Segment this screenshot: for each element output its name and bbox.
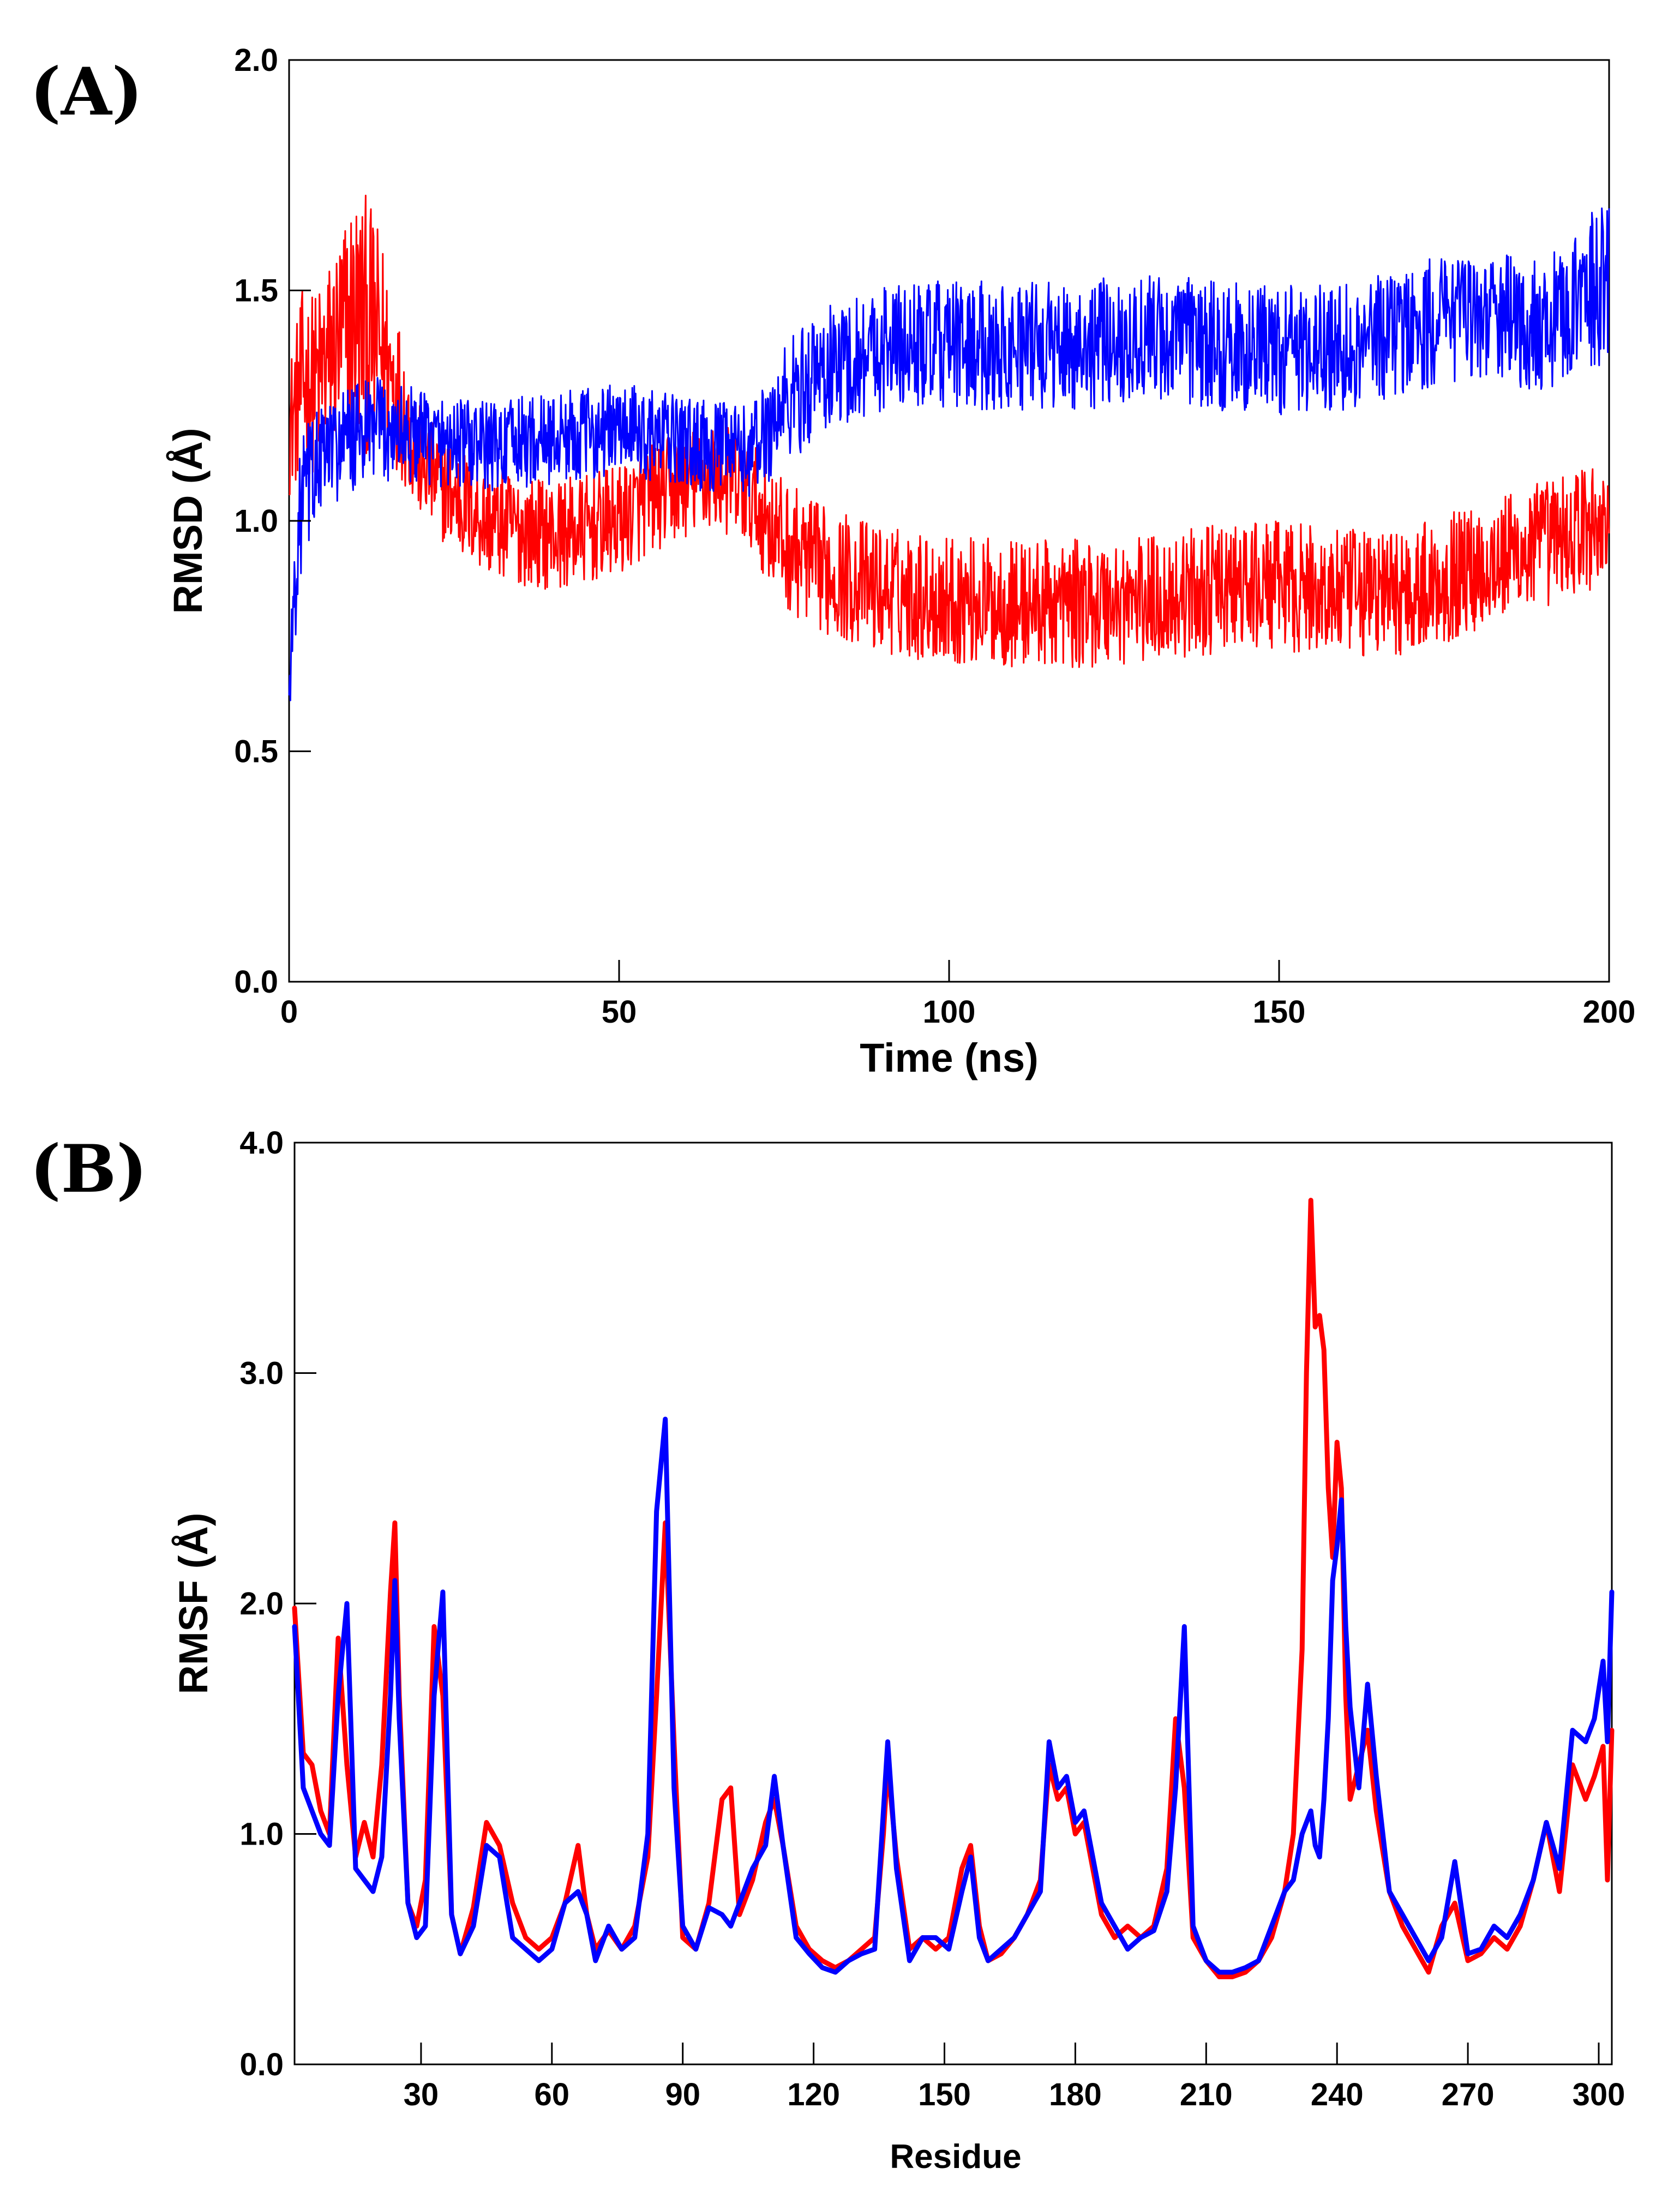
panel-a-y-tick-label: 0.0 — [234, 964, 278, 1000]
panel-a-x-tick-label: 0 — [280, 994, 298, 1030]
panel-a-ticks: 0 50 100 150 200 0.0 0.5 1.0 1.5 2.0 — [234, 43, 1635, 1030]
panel-b-x-tick-label: 210 — [1180, 2077, 1233, 2112]
panel-a-y-tick-label: 0.5 — [234, 734, 278, 770]
panel-b-y-tick-label: 2.0 — [239, 1586, 284, 1622]
panel-a-x-axis-title: Time (ns) — [860, 1035, 1039, 1080]
panel-a-x-tick-label: 200 — [1583, 994, 1636, 1030]
rmsf-series-blue — [292, 1416, 1615, 1975]
panel-a-y-axis-title: RMSD (Å) — [165, 428, 211, 614]
panel-b-x-tick-label: 120 — [787, 2077, 840, 2112]
panel-b-y-tick-label: 4.0 — [239, 1125, 284, 1161]
panel-a: (A) 0 50 100 150 200 0.0 0.5 1.0 1.5 2.0 Time (ns… — [30, 43, 1635, 1080]
rmsd-series-red — [288, 195, 1610, 668]
panel-b-x-axis-title: Residue — [890, 2138, 1021, 2176]
rmsf-series-red — [292, 1198, 1615, 1979]
panel-a-y-tick-label: 1.5 — [234, 273, 278, 309]
panel-b-label: (B) — [30, 1131, 147, 1208]
panel-b-y-tick-label: 0.0 — [239, 2047, 284, 2082]
panel-b-x-tick-label: 180 — [1049, 2077, 1102, 2112]
panel-b-y-tick-label: 1.0 — [239, 1817, 284, 1852]
panel-a-y-tick-label: 2.0 — [234, 43, 278, 78]
panel-b-y-tick-label: 3.0 — [239, 1356, 284, 1391]
panel-b-ticks: 30 60 90 120 150 180 210 240 270 300 0.0 1.0 2.0 3.0 4… — [239, 1125, 1625, 2112]
panel-a-x-tick-label: 150 — [1253, 994, 1306, 1030]
panel-a-label: (A) — [30, 53, 143, 130]
panel-b-x-tick-label: 30 — [404, 2077, 439, 2112]
panel-b-x-tick-label: 240 — [1311, 2077, 1364, 2112]
panel-b-x-tick-label: 300 — [1573, 2077, 1625, 2112]
rmsd-series-blue — [288, 207, 1610, 701]
panel-b-y-axis-title: RMSF (Å) — [171, 1513, 216, 1695]
panel-b-x-tick-label: 150 — [918, 2077, 971, 2112]
panel-b-x-tick-label: 60 — [535, 2077, 570, 2112]
panel-a-x-tick-label: 50 — [602, 994, 637, 1030]
panel-b-series — [292, 1198, 1615, 1979]
panel-a-y-tick-label: 1.0 — [234, 503, 278, 539]
panel-b-x-tick-label: 270 — [1442, 2077, 1495, 2112]
panel-a-series — [288, 195, 1610, 701]
panel-b: (B) 30 60 90 120 150 180 210 240 270 300 0.0 1.0 2.0… — [30, 1125, 1625, 2176]
panel-b-x-tick-label: 90 — [665, 2077, 700, 2112]
panel-a-x-tick-label: 100 — [923, 994, 976, 1030]
